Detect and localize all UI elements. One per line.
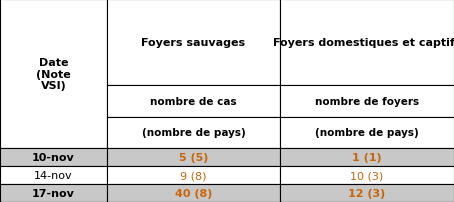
Bar (107, 117, 280, 148)
Text: 9 (8): 9 (8) (180, 170, 207, 180)
Text: Foyers domestiques et captifs: Foyers domestiques et captifs (273, 38, 454, 48)
Bar (280, 0, 454, 86)
Text: 12 (3): 12 (3) (348, 188, 386, 198)
Text: (nombre de pays): (nombre de pays) (142, 128, 245, 138)
Bar (280, 117, 454, 148)
Bar (107, 148, 280, 166)
Text: 40 (8): 40 (8) (175, 188, 212, 198)
Text: nombre de cas: nombre de cas (150, 97, 237, 106)
Bar (280, 166, 454, 184)
Bar (0, 166, 107, 184)
Bar (107, 184, 280, 202)
Text: 1 (1): 1 (1) (352, 152, 382, 162)
Bar (0, 0, 107, 148)
Text: Date
(Note
VSI): Date (Note VSI) (36, 58, 71, 91)
Bar (107, 86, 280, 117)
Text: nombre de foyers: nombre de foyers (315, 97, 419, 106)
Bar (107, 0, 280, 86)
Bar (280, 86, 454, 117)
Text: Foyers sauvages: Foyers sauvages (141, 38, 246, 48)
Text: 14-nov: 14-nov (34, 170, 73, 180)
Text: 5 (5): 5 (5) (179, 152, 208, 162)
Text: 10-nov: 10-nov (32, 152, 75, 162)
Bar (280, 148, 454, 166)
Text: 17-nov: 17-nov (32, 188, 75, 198)
Bar (0, 148, 107, 166)
Bar (107, 166, 280, 184)
Text: 10 (3): 10 (3) (350, 170, 384, 180)
Bar (280, 184, 454, 202)
Text: (nombre de pays): (nombre de pays) (315, 128, 419, 138)
Bar (0, 184, 107, 202)
